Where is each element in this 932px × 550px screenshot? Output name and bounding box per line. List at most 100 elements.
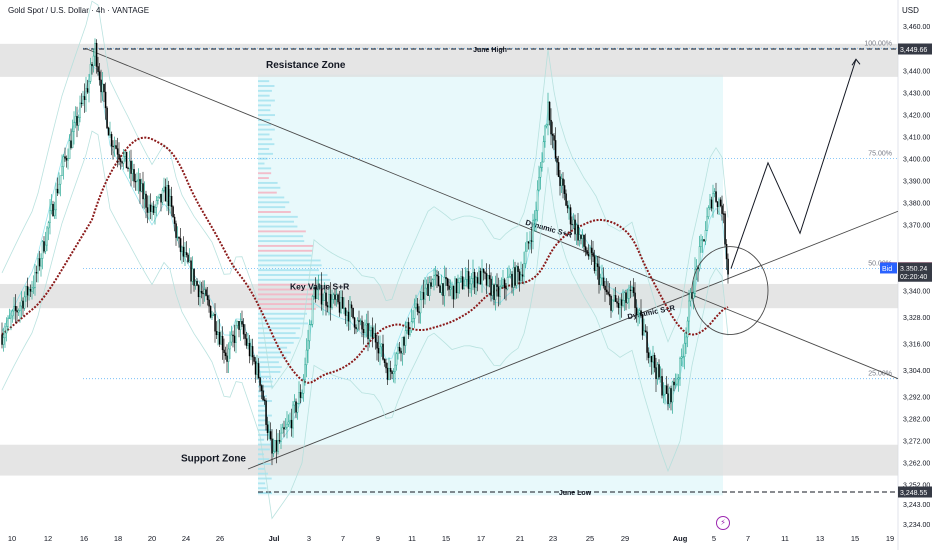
volume-profile-bar [258, 438, 265, 441]
candle-body [592, 252, 594, 257]
candle-body [62, 156, 65, 167]
candle-body [277, 440, 279, 452]
candle-body [430, 282, 432, 287]
candle-body [205, 289, 207, 296]
candle-body [403, 337, 405, 346]
volume-profile-bar [258, 303, 314, 306]
candle-body [226, 355, 228, 362]
candle-body [17, 310, 20, 313]
candle-body [415, 303, 417, 308]
candle-body [58, 183, 60, 194]
candle-body [646, 331, 648, 353]
candle-body [157, 196, 159, 201]
candle-body [497, 286, 500, 297]
candle-body [233, 335, 236, 343]
volume-profile-bar [258, 162, 265, 165]
candle-body [508, 275, 510, 278]
volume-profile-bar [258, 206, 286, 209]
candle-body [208, 299, 210, 307]
symbol-title: Gold Spot / U.S. Dollar · 4h · VANTAGE [8, 6, 150, 15]
candle-body [166, 185, 168, 202]
lightning-icon[interactable]: ⚡ [716, 516, 730, 530]
candle-body [460, 276, 462, 279]
volume-profile-bar [258, 448, 270, 451]
volume-profile-bar [258, 264, 322, 267]
candle-body [229, 341, 231, 350]
candle-body [472, 272, 474, 279]
candle-body [541, 161, 543, 168]
candle-body [614, 295, 617, 302]
candle-body [559, 176, 561, 186]
x-tick-label: 5 [712, 534, 716, 543]
candle-body [643, 330, 645, 336]
candle-body [46, 227, 48, 246]
candle-body [419, 299, 422, 314]
volume-profile-bar [258, 443, 271, 446]
candle-body [512, 267, 515, 288]
candle-body [437, 275, 440, 287]
candle-body [521, 274, 524, 277]
volume-profile-bar [258, 143, 275, 146]
candle-body [724, 213, 726, 245]
candle-body [632, 287, 635, 294]
candle-body [680, 356, 683, 359]
y-tick-label: 3,420.00 [903, 112, 930, 119]
x-tick-label: 11 [781, 534, 789, 543]
candle-body [608, 294, 611, 297]
candle-body [364, 324, 366, 334]
candle-body [580, 234, 582, 239]
bollinger-upper [1, 0, 729, 390]
candle-body [662, 394, 665, 396]
candle-body [583, 234, 585, 247]
candle-body [602, 277, 605, 287]
candle-body [224, 352, 227, 357]
candle-body [625, 292, 627, 303]
candle-body [110, 134, 113, 147]
price-tag-text-countdown: 02:20:40 [900, 274, 927, 281]
volume-profile-bar [258, 196, 285, 199]
x-tick-label: 21 [516, 534, 524, 543]
y-tick-label: 3,340.00 [903, 289, 930, 296]
candle-body [605, 289, 608, 293]
candle-body [455, 278, 458, 294]
volume-profile-bar [258, 235, 304, 238]
candle-body [350, 304, 353, 309]
candle-body [59, 175, 62, 185]
candle-body [409, 330, 411, 335]
candle-body [682, 356, 684, 358]
candle-body [457, 282, 459, 294]
candle-body [349, 304, 351, 322]
candle-body [499, 286, 501, 297]
candle-body [433, 275, 435, 280]
candle-body [619, 299, 621, 308]
candle-body [700, 239, 702, 247]
candle-body [496, 284, 498, 287]
y-tick-label: 3,400.00 [903, 156, 930, 163]
x-tick-label: 20 [148, 534, 156, 543]
candle-body [635, 307, 638, 315]
candle-body [413, 307, 416, 319]
candle-body [418, 311, 420, 314]
price-tag-text-june-low: 3,248.55 [900, 490, 927, 497]
volume-profile-bar [258, 346, 288, 349]
candle-body [112, 145, 114, 148]
candle-body [686, 320, 689, 338]
candle-body [548, 101, 551, 121]
candle-body [389, 368, 392, 372]
volume-profile-bar [258, 385, 274, 388]
candle-body [98, 71, 101, 81]
x-tick-label: 18 [114, 534, 122, 543]
candle-body [130, 160, 132, 174]
candle-body [362, 329, 365, 334]
candle-body [320, 285, 323, 305]
volume-profile-bar [258, 380, 273, 383]
candle-body [2, 337, 5, 345]
candle-body [563, 185, 566, 194]
candle-body [293, 401, 296, 406]
volume-profile-bar [258, 220, 294, 223]
candle-body [454, 278, 456, 300]
candle-body [34, 272, 36, 288]
candle-body [241, 321, 243, 325]
